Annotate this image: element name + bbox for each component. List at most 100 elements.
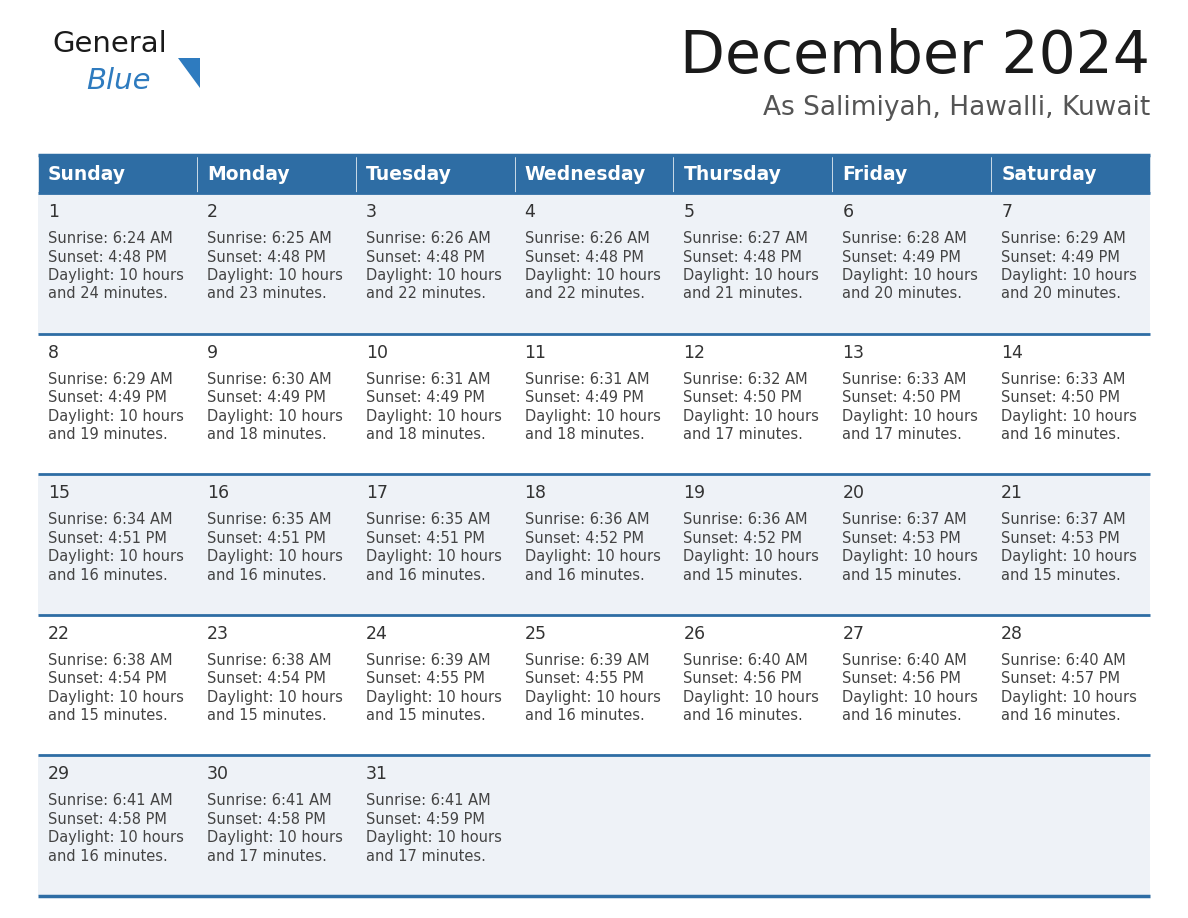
Text: Tuesday: Tuesday (366, 164, 451, 184)
Text: and 17 minutes.: and 17 minutes. (683, 427, 803, 442)
Text: 22: 22 (48, 625, 70, 643)
FancyBboxPatch shape (38, 615, 197, 756)
Text: and 15 minutes.: and 15 minutes. (683, 567, 803, 583)
Text: Sunset: 4:48 PM: Sunset: 4:48 PM (366, 250, 485, 264)
FancyBboxPatch shape (38, 475, 197, 615)
Text: 26: 26 (683, 625, 706, 643)
FancyBboxPatch shape (991, 475, 1150, 615)
Text: Sunset: 4:54 PM: Sunset: 4:54 PM (48, 671, 166, 687)
FancyBboxPatch shape (833, 333, 991, 475)
Text: 6: 6 (842, 203, 853, 221)
Text: Sunrise: 6:28 AM: Sunrise: 6:28 AM (842, 231, 967, 246)
Text: Sunset: 4:49 PM: Sunset: 4:49 PM (207, 390, 326, 405)
Text: Daylight: 10 hours: Daylight: 10 hours (525, 689, 661, 705)
Text: Sunset: 4:51 PM: Sunset: 4:51 PM (207, 531, 326, 545)
Text: December 2024: December 2024 (680, 28, 1150, 85)
Text: Sunset: 4:50 PM: Sunset: 4:50 PM (842, 390, 961, 405)
Text: Sunset: 4:48 PM: Sunset: 4:48 PM (525, 250, 644, 264)
FancyBboxPatch shape (674, 193, 833, 333)
Text: Sunset: 4:57 PM: Sunset: 4:57 PM (1001, 671, 1120, 687)
Text: and 21 minutes.: and 21 minutes. (683, 286, 803, 301)
Text: Sunrise: 6:27 AM: Sunrise: 6:27 AM (683, 231, 808, 246)
Text: Sunset: 4:56 PM: Sunset: 4:56 PM (842, 671, 961, 687)
Text: and 15 minutes.: and 15 minutes. (207, 709, 327, 723)
Text: Sunrise: 6:31 AM: Sunrise: 6:31 AM (525, 372, 649, 386)
Text: Sunset: 4:50 PM: Sunset: 4:50 PM (1001, 390, 1120, 405)
Text: Sunset: 4:49 PM: Sunset: 4:49 PM (525, 390, 644, 405)
FancyBboxPatch shape (197, 193, 355, 333)
FancyBboxPatch shape (197, 615, 355, 756)
Text: General: General (52, 30, 166, 58)
Text: Daylight: 10 hours: Daylight: 10 hours (683, 549, 820, 565)
Text: Sunset: 4:58 PM: Sunset: 4:58 PM (207, 812, 326, 827)
Text: Daylight: 10 hours: Daylight: 10 hours (1001, 689, 1137, 705)
Text: Sunrise: 6:39 AM: Sunrise: 6:39 AM (366, 653, 491, 667)
FancyBboxPatch shape (674, 756, 833, 896)
FancyBboxPatch shape (991, 155, 1150, 193)
Text: Sunrise: 6:33 AM: Sunrise: 6:33 AM (842, 372, 967, 386)
Text: Daylight: 10 hours: Daylight: 10 hours (1001, 549, 1137, 565)
FancyBboxPatch shape (833, 475, 991, 615)
Text: and 18 minutes.: and 18 minutes. (525, 427, 644, 442)
Text: 15: 15 (48, 484, 70, 502)
Text: 7: 7 (1001, 203, 1012, 221)
Text: Blue: Blue (86, 67, 151, 95)
FancyBboxPatch shape (514, 193, 674, 333)
Text: Daylight: 10 hours: Daylight: 10 hours (207, 549, 342, 565)
FancyBboxPatch shape (355, 475, 514, 615)
Text: and 23 minutes.: and 23 minutes. (207, 286, 327, 301)
FancyBboxPatch shape (197, 756, 355, 896)
FancyBboxPatch shape (674, 155, 833, 193)
Text: Daylight: 10 hours: Daylight: 10 hours (1001, 268, 1137, 283)
Text: and 17 minutes.: and 17 minutes. (366, 849, 486, 864)
FancyBboxPatch shape (355, 333, 514, 475)
Text: Daylight: 10 hours: Daylight: 10 hours (366, 409, 501, 423)
FancyBboxPatch shape (355, 193, 514, 333)
Text: and 15 minutes.: and 15 minutes. (842, 567, 962, 583)
Text: 5: 5 (683, 203, 695, 221)
Text: 11: 11 (525, 343, 546, 362)
FancyBboxPatch shape (674, 475, 833, 615)
Text: Sunrise: 6:26 AM: Sunrise: 6:26 AM (366, 231, 491, 246)
Text: and 18 minutes.: and 18 minutes. (366, 427, 486, 442)
Text: Sunrise: 6:33 AM: Sunrise: 6:33 AM (1001, 372, 1125, 386)
Text: Daylight: 10 hours: Daylight: 10 hours (366, 831, 501, 845)
FancyBboxPatch shape (991, 615, 1150, 756)
Text: Sunset: 4:51 PM: Sunset: 4:51 PM (366, 531, 485, 545)
FancyBboxPatch shape (197, 333, 355, 475)
Text: Sunset: 4:56 PM: Sunset: 4:56 PM (683, 671, 802, 687)
Text: and 16 minutes.: and 16 minutes. (207, 567, 327, 583)
Text: 28: 28 (1001, 625, 1023, 643)
Text: Sunset: 4:54 PM: Sunset: 4:54 PM (207, 671, 326, 687)
FancyBboxPatch shape (674, 615, 833, 756)
Text: Sunset: 4:50 PM: Sunset: 4:50 PM (683, 390, 802, 405)
Text: 14: 14 (1001, 343, 1023, 362)
Text: 25: 25 (525, 625, 546, 643)
Text: Sunrise: 6:26 AM: Sunrise: 6:26 AM (525, 231, 650, 246)
Polygon shape (178, 58, 200, 88)
Text: Sunrise: 6:40 AM: Sunrise: 6:40 AM (683, 653, 808, 667)
Text: Daylight: 10 hours: Daylight: 10 hours (366, 268, 501, 283)
Text: 1: 1 (48, 203, 59, 221)
FancyBboxPatch shape (514, 475, 674, 615)
Text: and 18 minutes.: and 18 minutes. (207, 427, 327, 442)
Text: 17: 17 (366, 484, 387, 502)
Text: 31: 31 (366, 766, 387, 783)
Text: Sunrise: 6:29 AM: Sunrise: 6:29 AM (48, 372, 172, 386)
Text: Daylight: 10 hours: Daylight: 10 hours (1001, 409, 1137, 423)
Text: 24: 24 (366, 625, 387, 643)
Text: Sunrise: 6:32 AM: Sunrise: 6:32 AM (683, 372, 808, 386)
Text: and 17 minutes.: and 17 minutes. (842, 427, 962, 442)
Text: Monday: Monday (207, 164, 290, 184)
Text: Daylight: 10 hours: Daylight: 10 hours (48, 831, 184, 845)
Text: Sunset: 4:49 PM: Sunset: 4:49 PM (366, 390, 485, 405)
Text: Saturday: Saturday (1001, 164, 1097, 184)
Text: and 22 minutes.: and 22 minutes. (525, 286, 645, 301)
Text: 2: 2 (207, 203, 217, 221)
Text: Sunrise: 6:34 AM: Sunrise: 6:34 AM (48, 512, 172, 527)
Text: Sunset: 4:49 PM: Sunset: 4:49 PM (842, 250, 961, 264)
Text: Sunrise: 6:29 AM: Sunrise: 6:29 AM (1001, 231, 1126, 246)
FancyBboxPatch shape (833, 756, 991, 896)
Text: Sunrise: 6:40 AM: Sunrise: 6:40 AM (842, 653, 967, 667)
Text: Sunrise: 6:30 AM: Sunrise: 6:30 AM (207, 372, 331, 386)
